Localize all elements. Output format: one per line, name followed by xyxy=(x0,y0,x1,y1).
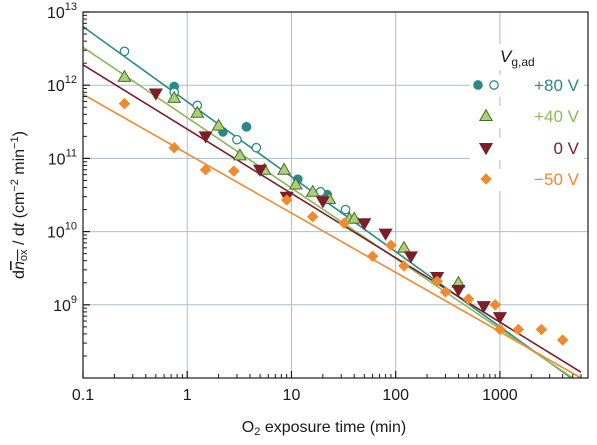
data-point xyxy=(315,196,330,209)
data-point-open xyxy=(251,142,262,153)
data-point xyxy=(378,228,393,241)
data-point xyxy=(199,163,212,176)
data-point xyxy=(168,141,181,154)
data-point xyxy=(492,312,507,325)
legend-item-bg xyxy=(470,169,584,191)
data-point xyxy=(556,334,569,346)
data-point xyxy=(190,105,205,118)
legend-marker-filled xyxy=(473,80,483,90)
legend-item-bg xyxy=(470,106,584,128)
data-point xyxy=(211,118,226,131)
data-point xyxy=(489,298,502,311)
data-point xyxy=(288,177,303,190)
data-point xyxy=(476,301,491,314)
data-point-filled xyxy=(241,121,252,132)
axis-ticks: 0.1 1 10 100 1000 109 1010 1011 1012 1013 xyxy=(47,1,589,404)
data-point xyxy=(535,323,548,336)
data-point xyxy=(396,240,412,253)
legend-marker-open xyxy=(489,80,499,90)
data-point-open xyxy=(119,46,130,57)
data-point-open xyxy=(232,134,242,145)
data-point xyxy=(280,194,293,206)
plot-frame xyxy=(82,11,589,379)
data-point-open xyxy=(340,204,351,215)
legend-label: +40 V xyxy=(534,107,580,126)
y-tick-label: 1013 xyxy=(47,1,77,22)
data-point xyxy=(117,69,132,82)
data-point xyxy=(118,97,131,110)
x-tick-label: 1 xyxy=(183,387,192,404)
data-point xyxy=(305,184,320,197)
data-point xyxy=(398,260,410,272)
data-point xyxy=(306,210,319,223)
x-tick-label: 10 xyxy=(283,387,301,404)
data-point xyxy=(227,165,240,177)
fit-line xyxy=(83,93,582,378)
legend-label: 0 V xyxy=(553,139,579,158)
data-point xyxy=(357,218,372,231)
data-point xyxy=(451,284,466,298)
data-point xyxy=(232,148,247,161)
data-points xyxy=(117,46,569,346)
legend-marker xyxy=(480,173,492,185)
data-point xyxy=(253,164,268,177)
legend-label: +80 V xyxy=(534,76,580,95)
legend-title: Vg,ad xyxy=(500,47,535,69)
y-axis-label: dnox / dt (cm−2 min−1) xyxy=(9,131,30,279)
series-points xyxy=(118,97,569,346)
data-point xyxy=(366,250,379,263)
legend-marker xyxy=(478,108,494,121)
legend-label: −50 V xyxy=(534,170,580,189)
data-point xyxy=(277,162,292,175)
fit-line xyxy=(83,46,574,378)
legend: Vg,ad +80 V +40 V 0 V −50 V xyxy=(470,44,584,191)
y-tick-label: 1012 xyxy=(47,74,77,95)
data-point xyxy=(494,323,506,336)
data-point xyxy=(403,251,418,264)
legend-marker xyxy=(478,143,494,156)
y-tick-label: 1011 xyxy=(48,147,77,168)
series-points xyxy=(119,46,351,215)
data-point xyxy=(338,217,350,230)
data-point xyxy=(439,286,452,298)
series-points xyxy=(148,88,507,325)
series-points xyxy=(117,69,466,288)
fit-line xyxy=(83,26,573,378)
legend-title-sub: g,ad xyxy=(511,55,534,69)
data-point xyxy=(431,275,444,288)
legend-title-bg xyxy=(494,44,558,70)
x-tick-label: 0.1 xyxy=(72,387,94,404)
data-point xyxy=(198,131,213,144)
legend-item-bg xyxy=(470,138,584,160)
y-tick-label: 109 xyxy=(53,294,77,315)
y-tick-label: 1010 xyxy=(47,221,77,242)
data-point xyxy=(148,88,163,101)
legend-item-bg xyxy=(470,75,584,97)
x-axis-label: O2 exposure time (min) xyxy=(242,419,406,438)
data-point xyxy=(512,323,525,336)
data-point xyxy=(347,211,362,224)
data-point xyxy=(167,90,182,103)
x-tick-label: 100 xyxy=(382,387,409,404)
x-tick-label: 1000 xyxy=(482,387,518,404)
data-point xyxy=(462,293,475,305)
data-point xyxy=(385,239,397,252)
grid-lines xyxy=(83,12,588,378)
